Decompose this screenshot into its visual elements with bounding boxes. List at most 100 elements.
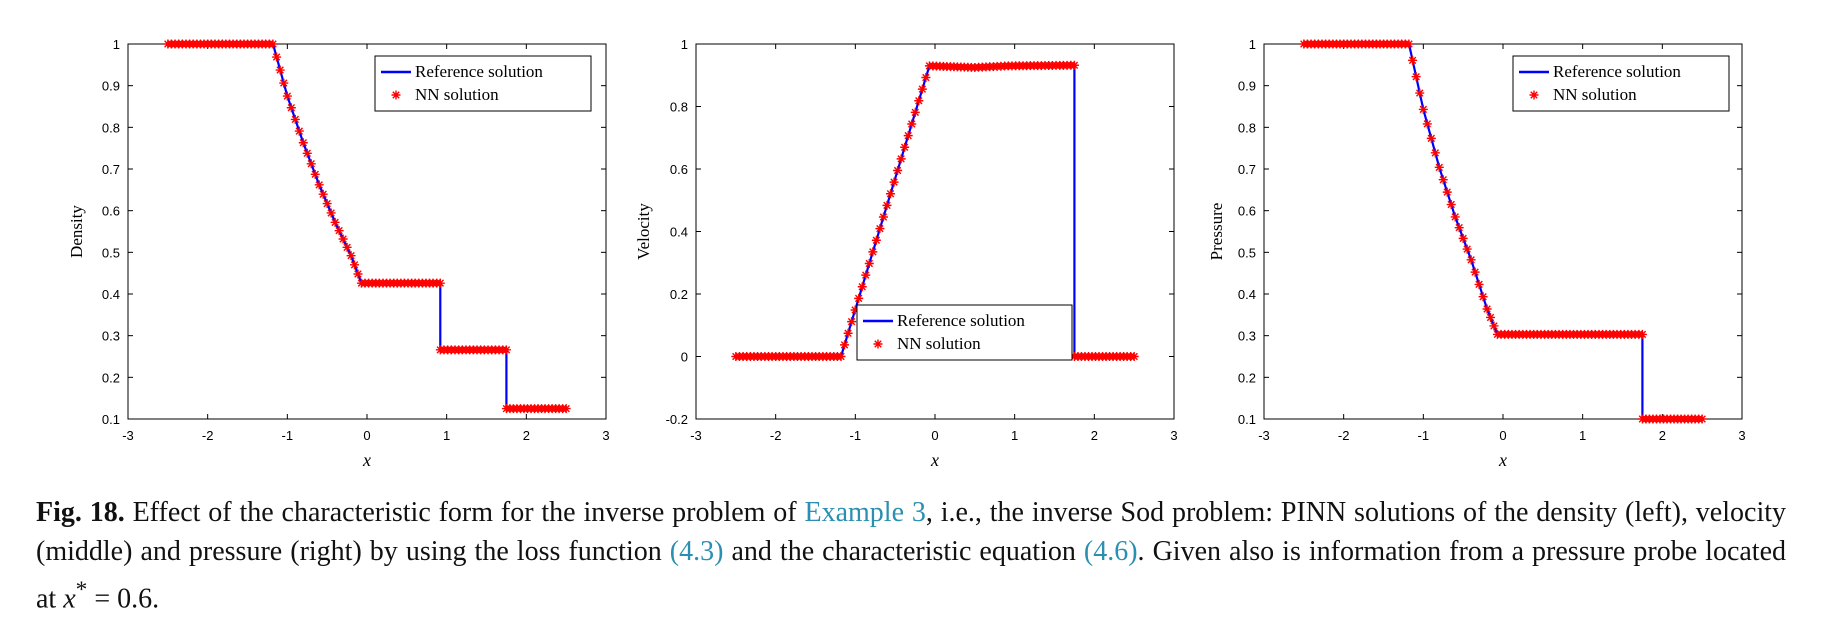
y-tick-label: 0.6 — [1238, 204, 1256, 219]
y-tick-label: 0.8 — [670, 100, 688, 115]
chart-panel-right: -3 -2 -1 0 1 2 3 0.1 0.2 0.3 0.4 0.5 0.6 0.7 0.8 0.9 1 x P… — [1207, 37, 1746, 470]
y-tick-label: 0.7 — [102, 162, 120, 177]
legend-marker-swatch — [391, 90, 401, 100]
nn-solution-marker — [1404, 39, 1414, 49]
nn-solution-marker — [843, 328, 853, 338]
x-tick-label: -3 — [1258, 428, 1270, 443]
y-tick-label: -0.2 — [666, 412, 688, 427]
legend-box — [374, 55, 592, 112]
nn-solution-marker — [318, 189, 328, 199]
x-tick-label: 0 — [931, 428, 938, 443]
x-tick-label: 3 — [1738, 428, 1745, 443]
y-tick-label: 0.6 — [670, 162, 688, 177]
y-tick-label: 0.2 — [1238, 370, 1256, 385]
nn-solution-marker — [1129, 352, 1139, 361]
nn-solution-marker — [326, 208, 336, 218]
nn-solution-marker — [1697, 414, 1707, 424]
nn-solution-marker — [501, 345, 511, 355]
nn-solution-marker — [279, 78, 289, 88]
legend-entry-label: NN solution — [415, 85, 499, 104]
nn-solution-marker — [1474, 279, 1484, 289]
nn-solution-marker — [893, 166, 903, 175]
legend-marker-swatch — [873, 339, 883, 349]
nn-solution-marker — [857, 282, 867, 292]
nn-solution-marker — [435, 278, 445, 288]
nn-solution-marker — [847, 317, 857, 327]
caption-link-equation-characteristic[interactable]: (4.6) — [1083, 536, 1138, 567]
caption-math-value: = 0.6. — [87, 583, 160, 615]
y-axis-label: Density — [67, 205, 86, 258]
x-axis-label: x — [1498, 450, 1507, 470]
caption-text-2: , i.e., the inverse Sod problem: PINN so… — [36, 497, 1786, 567]
legend-box — [856, 304, 1073, 361]
chart-panel-middle: -3 -2 -1 0 1 2 3 -0.2 0 0.2 0.4 0.6 0.8 1 x Velocity Ref… — [634, 37, 1178, 470]
y-tick-label: 0.1 — [1238, 412, 1256, 427]
y-tick-label: 0.4 — [102, 287, 120, 302]
nn-solution-marker — [854, 293, 864, 303]
nn-solution-marker — [1454, 223, 1464, 233]
nn-solution-marker — [353, 269, 363, 279]
nn-solution-marker — [334, 226, 344, 236]
caption-text-4: . Given also is information from a press… — [36, 536, 1787, 615]
nn-solution-marker — [346, 251, 356, 261]
y-tick-label: 0.6 — [102, 204, 120, 219]
x-axis-label: x — [930, 450, 939, 470]
x-tick-label: -1 — [850, 428, 862, 443]
nn-solution-marker — [1462, 244, 1472, 254]
caption-link-example[interactable]: Example 3 — [804, 497, 926, 528]
legend-marker-swatch — [1529, 90, 1539, 100]
x-tick-label: -1 — [282, 428, 294, 443]
y-tick-label: 0.8 — [102, 120, 120, 135]
y-tick-label: 0.1 — [102, 412, 120, 427]
legend-entry-label: Reference solution — [415, 62, 543, 81]
caption-label: Fig. 18. — [36, 497, 125, 528]
y-tick-label: 0.4 — [1238, 287, 1256, 302]
x-tick-label: -2 — [202, 428, 214, 443]
nn-solution-marker — [1466, 255, 1476, 265]
x-tick-label: -2 — [770, 428, 782, 443]
x-tick-label: 3 — [1170, 428, 1177, 443]
y-axis-label: Pressure — [1207, 203, 1226, 261]
x-axis-label: x — [362, 450, 371, 470]
y-tick-label: 0.3 — [1238, 329, 1256, 344]
x-tick-label: 1 — [1011, 428, 1018, 443]
x-tick-label: 2 — [1091, 428, 1098, 443]
y-tick-label: 0.9 — [1238, 79, 1256, 94]
legend-entry-label: Reference solution — [897, 311, 1025, 330]
y-tick-label: 0.3 — [102, 329, 120, 344]
nn-solution-marker — [1450, 212, 1460, 222]
nn-solution-marker — [272, 52, 282, 62]
nn-solution-marker — [310, 169, 320, 179]
legend: Reference solution NN solution — [374, 55, 592, 112]
nn-solution-marker — [1430, 148, 1440, 158]
nn-solution-marker — [1478, 292, 1488, 302]
nn-solution-marker — [1426, 133, 1436, 143]
caption-text-1: Effect of the characteristic form for th… — [124, 497, 805, 528]
nn-solution-marker — [338, 234, 348, 244]
nn-solution-marker — [864, 259, 874, 268]
nn-solution-marker — [878, 212, 888, 222]
nn-solution-marker — [882, 200, 892, 210]
nn-solution-marker — [306, 159, 316, 169]
nn-solution-marker — [1069, 60, 1079, 70]
nn-solution-marker — [1482, 304, 1492, 314]
nn-solution-marker — [1434, 162, 1444, 172]
x-tick-label: 2 — [523, 428, 530, 443]
y-tick-label: 0.8 — [1238, 120, 1256, 135]
y-tick-label: 1 — [681, 37, 688, 52]
nn-solution-marker — [1411, 72, 1421, 82]
x-tick-label: -2 — [1338, 428, 1350, 443]
nn-solution-marker — [910, 107, 920, 117]
legend-entry-label: Reference solution — [1553, 62, 1681, 81]
x-tick-label: -3 — [690, 428, 702, 443]
caption-math-variable: x — [63, 583, 76, 615]
y-tick-label: 0.2 — [102, 370, 120, 385]
y-tick-label: 0 — [681, 350, 688, 365]
y-tick-label: 0.4 — [670, 225, 688, 240]
x-tick-label: 1 — [1579, 428, 1586, 443]
nn-solution-markers — [163, 39, 571, 414]
nn-solution-marker — [917, 84, 927, 94]
x-tick-label: 1 — [443, 428, 450, 443]
nn-solution-marker — [861, 270, 871, 280]
caption-link-equation-loss[interactable]: (4.3) — [669, 536, 724, 567]
